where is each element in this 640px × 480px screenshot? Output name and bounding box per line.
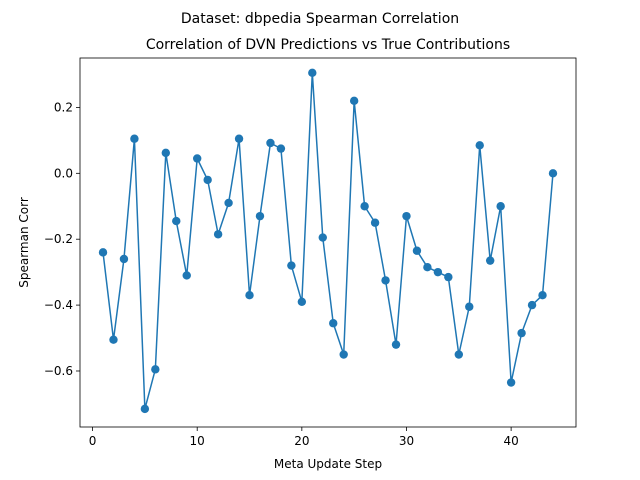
data-point bbox=[182, 271, 191, 280]
data-point bbox=[475, 141, 484, 150]
data-point bbox=[433, 267, 443, 277]
data-point bbox=[538, 291, 547, 300]
data-point bbox=[548, 169, 558, 178]
data-point bbox=[234, 134, 244, 143]
data-point bbox=[402, 211, 411, 221]
x-tick-label: 0 bbox=[89, 434, 97, 448]
x-tick-label: 40 bbox=[503, 434, 518, 448]
data-point bbox=[224, 198, 233, 208]
data-point bbox=[391, 340, 401, 349]
data-point bbox=[192, 154, 202, 163]
data-point bbox=[496, 202, 505, 211]
data-point bbox=[172, 216, 181, 226]
data-point bbox=[140, 404, 150, 414]
data-point bbox=[130, 134, 139, 143]
data-point bbox=[339, 350, 348, 359]
series-line bbox=[102, 72, 554, 410]
x-axis: 0 10 20 30 40 bbox=[89, 427, 519, 448]
data-point bbox=[412, 246, 422, 255]
data-point bbox=[454, 350, 464, 359]
plot-frame bbox=[79, 57, 577, 428]
y-tick-label: −0.6 bbox=[44, 364, 73, 378]
data-point bbox=[255, 211, 265, 221]
data-point bbox=[381, 276, 390, 285]
data-point bbox=[276, 144, 286, 153]
x-tick-label: 30 bbox=[399, 434, 414, 448]
x-axis-label: Meta Update Step bbox=[274, 457, 382, 471]
y-tick-label: 0.0 bbox=[54, 166, 73, 180]
data-point bbox=[297, 297, 307, 307]
data-point bbox=[151, 365, 160, 374]
data-point bbox=[485, 256, 495, 265]
y-tick-label: 0.2 bbox=[54, 100, 73, 114]
data-point bbox=[506, 378, 516, 387]
data-point bbox=[349, 96, 359, 106]
y-axis-label: Spearman Corr bbox=[17, 197, 31, 288]
data-point bbox=[465, 302, 474, 311]
data-point bbox=[318, 233, 327, 242]
data-point bbox=[370, 218, 380, 227]
data-point bbox=[213, 230, 223, 239]
data-point bbox=[527, 300, 537, 310]
data-point bbox=[109, 335, 118, 344]
x-tick-label: 20 bbox=[294, 434, 309, 448]
x-tick-label: 10 bbox=[190, 434, 205, 448]
data-point bbox=[245, 291, 254, 300]
data-point bbox=[203, 175, 212, 185]
chart-suptitle: Dataset: dbpedia Spearman Correlation bbox=[181, 11, 459, 27]
data-point bbox=[119, 254, 129, 264]
data-point bbox=[287, 261, 296, 270]
data-point bbox=[517, 328, 526, 338]
y-tick-label: −0.2 bbox=[44, 232, 73, 246]
y-tick-label: −0.4 bbox=[44, 298, 73, 312]
data-point bbox=[308, 68, 317, 78]
data-point bbox=[423, 263, 432, 272]
data-point bbox=[444, 272, 453, 282]
data-point bbox=[266, 138, 275, 148]
y-axis: −0.6 −0.4 −0.2 0.0 0.2 bbox=[44, 100, 80, 378]
data-point bbox=[329, 319, 338, 328]
chart-title: Correlation of DVN Predictions vs True C… bbox=[146, 37, 510, 53]
data-point bbox=[161, 148, 171, 158]
data-point bbox=[98, 248, 108, 257]
data-point bbox=[360, 202, 369, 211]
plot-area bbox=[98, 68, 558, 414]
